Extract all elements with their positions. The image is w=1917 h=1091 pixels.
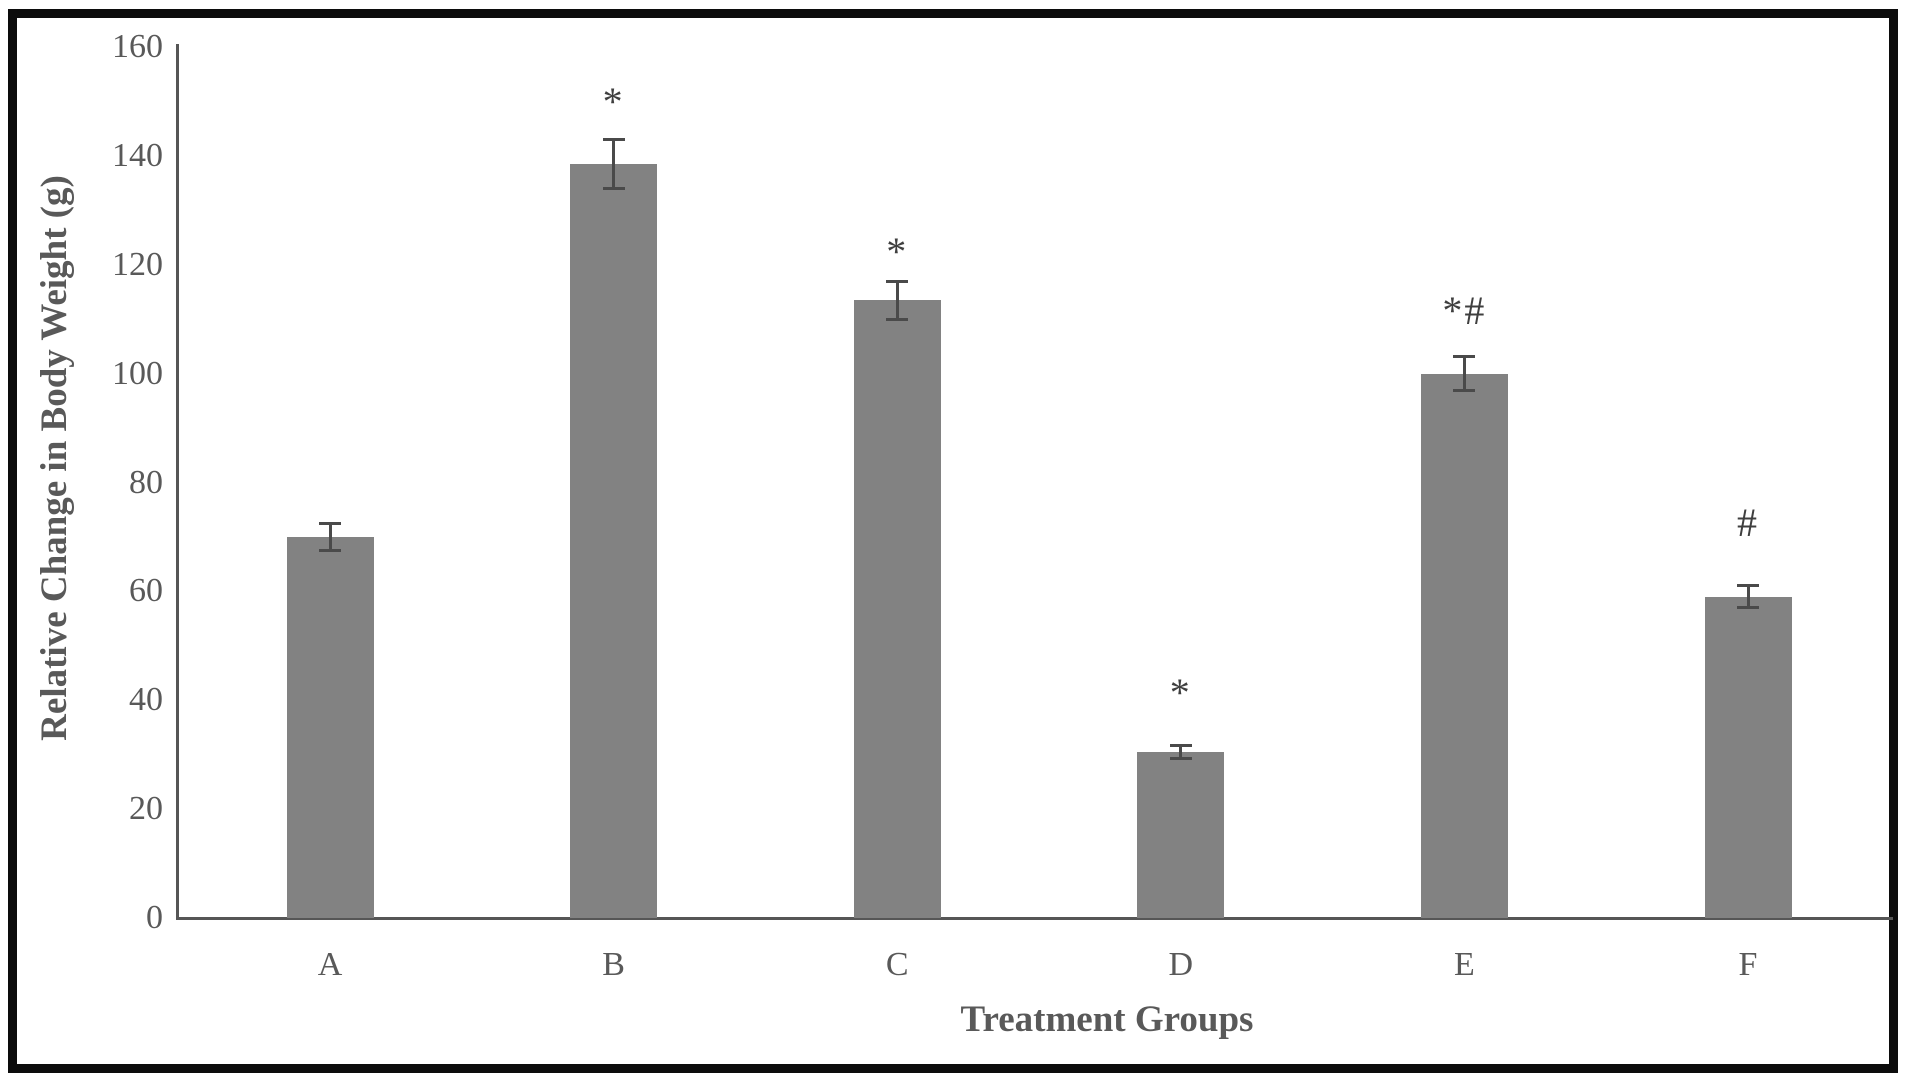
significance-marker-B: * — [602, 79, 625, 125]
error-bar-F-bottom-cap — [1737, 606, 1759, 610]
error-bar-A — [328, 523, 332, 550]
error-bar-B-top-cap — [602, 138, 625, 142]
error-bar-D-bottom-cap — [1169, 756, 1192, 760]
y-tick-label-40: 40 — [129, 681, 163, 719]
bar-A — [286, 536, 374, 918]
y-tick-label-60: 60 — [129, 572, 163, 610]
error-bar-B — [612, 139, 616, 189]
x-category-label-E: E — [1454, 946, 1475, 983]
error-bar-A-bottom-cap — [319, 548, 341, 552]
error-bar-A-top-cap — [319, 522, 341, 526]
significance-marker-E: *# — [1442, 288, 1487, 334]
error-bar-F-top-cap — [1737, 584, 1759, 588]
x-category-label-A: A — [317, 946, 343, 983]
x-axis-line — [176, 917, 1893, 920]
figure-border — [8, 9, 1898, 1073]
y-tick-label-160: 160 — [112, 28, 163, 65]
error-bar-C-top-cap — [886, 279, 909, 283]
y-tick-label-80: 80 — [129, 463, 163, 501]
bar-E — [1420, 373, 1508, 918]
error-bar-D — [1179, 745, 1183, 759]
x-category-label-B: B — [602, 946, 625, 983]
y-tick-label-120: 120 — [112, 245, 163, 283]
significance-marker-C: * — [886, 228, 909, 274]
error-bar-E — [1462, 356, 1466, 391]
y-tick-label-140: 140 — [112, 136, 163, 174]
bar-F — [1704, 596, 1792, 918]
bar-C — [853, 300, 941, 918]
x-category-label-F: F — [1738, 946, 1758, 983]
bar-B — [570, 164, 658, 918]
error-bar-C-bottom-cap — [886, 317, 909, 321]
error-bar-E-bottom-cap — [1453, 389, 1476, 392]
bar-D — [1137, 751, 1225, 918]
significance-marker-D: * — [1169, 669, 1192, 715]
y-tick-label-0: 0 — [146, 899, 163, 936]
y-tick-label-100: 100 — [112, 354, 163, 392]
error-bar-F — [1746, 585, 1750, 608]
error-bar-B-bottom-cap — [602, 187, 625, 191]
x-axis-title: Treatment Groups — [960, 999, 1254, 1040]
y-tick-label-20: 20 — [129, 790, 163, 828]
x-category-label-C: C — [885, 946, 909, 983]
error-bar-C — [895, 281, 899, 320]
error-bar-E-top-cap — [1453, 355, 1476, 359]
significance-marker-F: # — [1737, 500, 1759, 546]
error-bar-D-top-cap — [1169, 743, 1192, 747]
y-axis-line — [176, 44, 179, 920]
x-category-label-D: D — [1168, 946, 1194, 983]
